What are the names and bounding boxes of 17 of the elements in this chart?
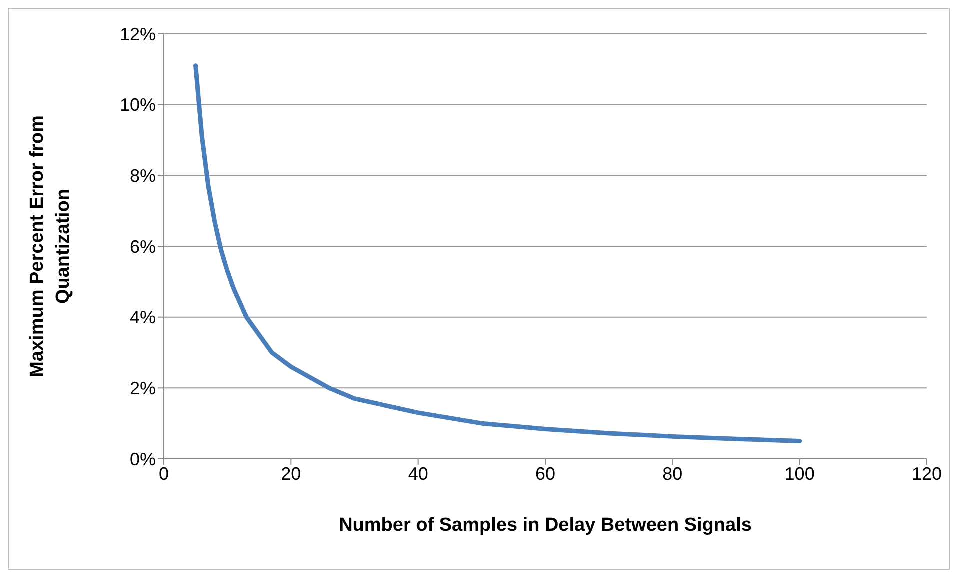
y-tick-label: 12% bbox=[120, 24, 156, 44]
line-series bbox=[194, 64, 802, 444]
x-tick-label: 120 bbox=[912, 464, 942, 484]
x-tick-label: 80 bbox=[662, 464, 683, 484]
x-tick-label: 60 bbox=[535, 464, 556, 484]
x-tick-label: 0 bbox=[158, 464, 170, 484]
y-axis-title: Maximum Percent Error from Quantization bbox=[27, 116, 74, 378]
y-tick-label: 6% bbox=[130, 236, 156, 257]
y-tick-label: 0% bbox=[130, 449, 156, 470]
x-tick-label: 40 bbox=[408, 464, 428, 484]
y-tick-label: 2% bbox=[130, 378, 156, 399]
y-tick-label: 4% bbox=[130, 308, 156, 328]
x-tick-label: 20 bbox=[281, 464, 302, 484]
x-axis-title: Number of Samples in Delay Between Signals bbox=[339, 515, 752, 536]
y-tick-label: 8% bbox=[130, 166, 156, 186]
x-tick-label: 100 bbox=[784, 464, 815, 484]
y-tick-label: 10% bbox=[120, 95, 156, 116]
